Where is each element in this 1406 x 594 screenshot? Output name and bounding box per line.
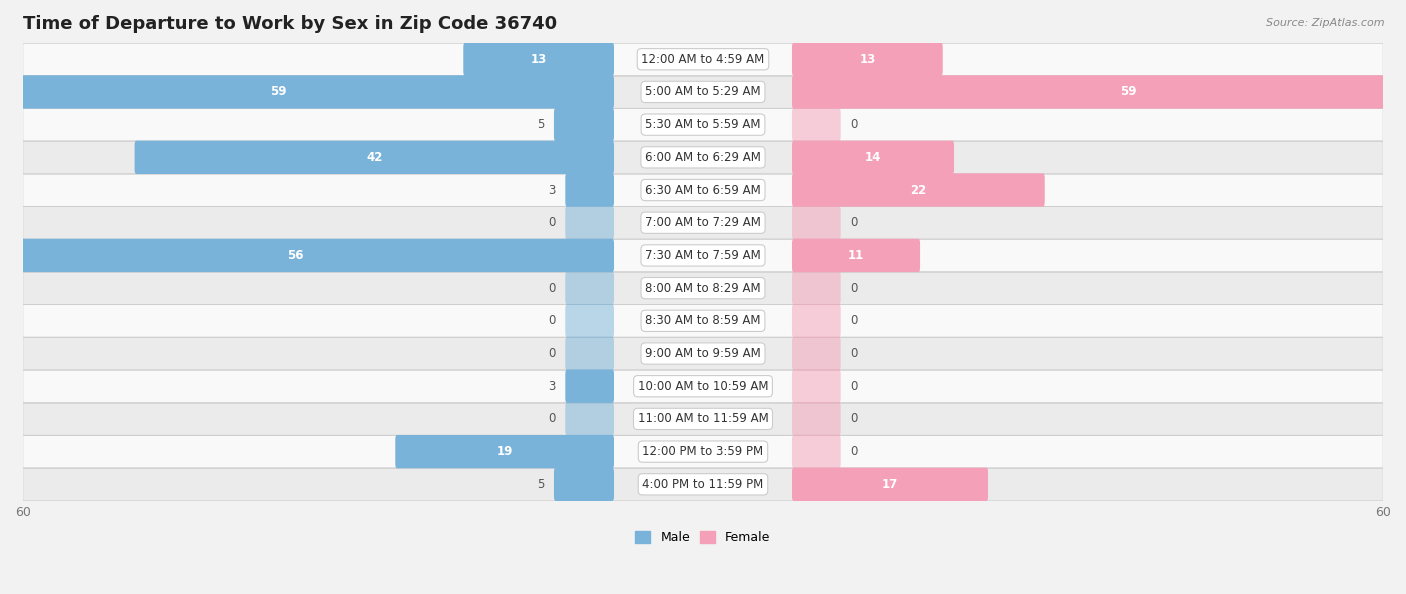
Text: 42: 42 — [366, 151, 382, 164]
Text: 5: 5 — [537, 118, 544, 131]
Text: 0: 0 — [548, 216, 555, 229]
Text: 5: 5 — [537, 478, 544, 491]
FancyBboxPatch shape — [792, 467, 988, 501]
FancyBboxPatch shape — [792, 337, 841, 370]
FancyBboxPatch shape — [565, 271, 614, 305]
Text: 12:00 AM to 4:59 AM: 12:00 AM to 4:59 AM — [641, 53, 765, 66]
Text: 59: 59 — [1119, 86, 1136, 99]
FancyBboxPatch shape — [792, 369, 841, 403]
FancyBboxPatch shape — [22, 403, 1384, 435]
Text: 8:00 AM to 8:29 AM: 8:00 AM to 8:29 AM — [645, 282, 761, 295]
FancyBboxPatch shape — [554, 467, 614, 501]
Text: 8:30 AM to 8:59 AM: 8:30 AM to 8:59 AM — [645, 314, 761, 327]
FancyBboxPatch shape — [554, 108, 614, 141]
Text: 0: 0 — [851, 380, 858, 393]
Text: 7:30 AM to 7:59 AM: 7:30 AM to 7:59 AM — [645, 249, 761, 262]
FancyBboxPatch shape — [565, 304, 614, 337]
Text: 6:00 AM to 6:29 AM: 6:00 AM to 6:29 AM — [645, 151, 761, 164]
FancyBboxPatch shape — [792, 75, 1406, 109]
FancyBboxPatch shape — [565, 173, 614, 207]
Text: 11:00 AM to 11:59 AM: 11:00 AM to 11:59 AM — [638, 412, 768, 425]
FancyBboxPatch shape — [792, 108, 841, 141]
FancyBboxPatch shape — [792, 271, 841, 305]
FancyBboxPatch shape — [565, 402, 614, 435]
FancyBboxPatch shape — [22, 272, 1384, 305]
FancyBboxPatch shape — [792, 304, 841, 337]
Legend: Male, Female: Male, Female — [630, 526, 776, 549]
FancyBboxPatch shape — [792, 435, 841, 468]
FancyBboxPatch shape — [792, 206, 841, 239]
FancyBboxPatch shape — [565, 206, 614, 239]
Text: 13: 13 — [530, 53, 547, 66]
Text: 10:00 AM to 10:59 AM: 10:00 AM to 10:59 AM — [638, 380, 768, 393]
Text: 0: 0 — [548, 347, 555, 360]
FancyBboxPatch shape — [22, 435, 1384, 468]
FancyBboxPatch shape — [22, 108, 1384, 141]
FancyBboxPatch shape — [22, 337, 1384, 370]
Text: 7:00 AM to 7:29 AM: 7:00 AM to 7:29 AM — [645, 216, 761, 229]
Text: 19: 19 — [496, 445, 513, 458]
FancyBboxPatch shape — [792, 141, 955, 174]
Text: 5:00 AM to 5:29 AM: 5:00 AM to 5:29 AM — [645, 86, 761, 99]
FancyBboxPatch shape — [0, 239, 614, 272]
Text: 17: 17 — [882, 478, 898, 491]
Text: Time of Departure to Work by Sex in Zip Code 36740: Time of Departure to Work by Sex in Zip … — [22, 15, 557, 33]
Text: 12:00 PM to 3:59 PM: 12:00 PM to 3:59 PM — [643, 445, 763, 458]
FancyBboxPatch shape — [135, 141, 614, 174]
Text: 0: 0 — [851, 412, 858, 425]
FancyBboxPatch shape — [395, 435, 614, 468]
FancyBboxPatch shape — [22, 239, 1384, 272]
FancyBboxPatch shape — [22, 305, 1384, 337]
Text: 0: 0 — [851, 118, 858, 131]
FancyBboxPatch shape — [22, 141, 1384, 173]
FancyBboxPatch shape — [22, 75, 1384, 108]
FancyBboxPatch shape — [22, 173, 1384, 206]
Text: 59: 59 — [270, 86, 287, 99]
Text: 4:00 PM to 11:59 PM: 4:00 PM to 11:59 PM — [643, 478, 763, 491]
Text: 0: 0 — [851, 314, 858, 327]
Text: 0: 0 — [851, 347, 858, 360]
Text: 13: 13 — [859, 53, 876, 66]
FancyBboxPatch shape — [792, 402, 841, 435]
FancyBboxPatch shape — [565, 337, 614, 370]
FancyBboxPatch shape — [22, 468, 1384, 501]
Text: 56: 56 — [287, 249, 304, 262]
Text: 3: 3 — [548, 184, 555, 197]
Text: 6:30 AM to 6:59 AM: 6:30 AM to 6:59 AM — [645, 184, 761, 197]
FancyBboxPatch shape — [0, 75, 614, 109]
Text: 0: 0 — [548, 412, 555, 425]
FancyBboxPatch shape — [464, 43, 614, 76]
Text: 9:00 AM to 9:59 AM: 9:00 AM to 9:59 AM — [645, 347, 761, 360]
Text: 14: 14 — [865, 151, 882, 164]
FancyBboxPatch shape — [565, 369, 614, 403]
Text: 0: 0 — [548, 282, 555, 295]
Text: 22: 22 — [910, 184, 927, 197]
FancyBboxPatch shape — [22, 43, 1384, 75]
FancyBboxPatch shape — [22, 370, 1384, 403]
Text: 0: 0 — [851, 445, 858, 458]
FancyBboxPatch shape — [22, 206, 1384, 239]
Text: 0: 0 — [548, 314, 555, 327]
Text: Source: ZipAtlas.com: Source: ZipAtlas.com — [1267, 18, 1385, 28]
FancyBboxPatch shape — [792, 43, 942, 76]
FancyBboxPatch shape — [792, 239, 920, 272]
Text: 5:30 AM to 5:59 AM: 5:30 AM to 5:59 AM — [645, 118, 761, 131]
Text: 0: 0 — [851, 282, 858, 295]
FancyBboxPatch shape — [792, 173, 1045, 207]
Text: 11: 11 — [848, 249, 865, 262]
Text: 0: 0 — [851, 216, 858, 229]
Text: 3: 3 — [548, 380, 555, 393]
